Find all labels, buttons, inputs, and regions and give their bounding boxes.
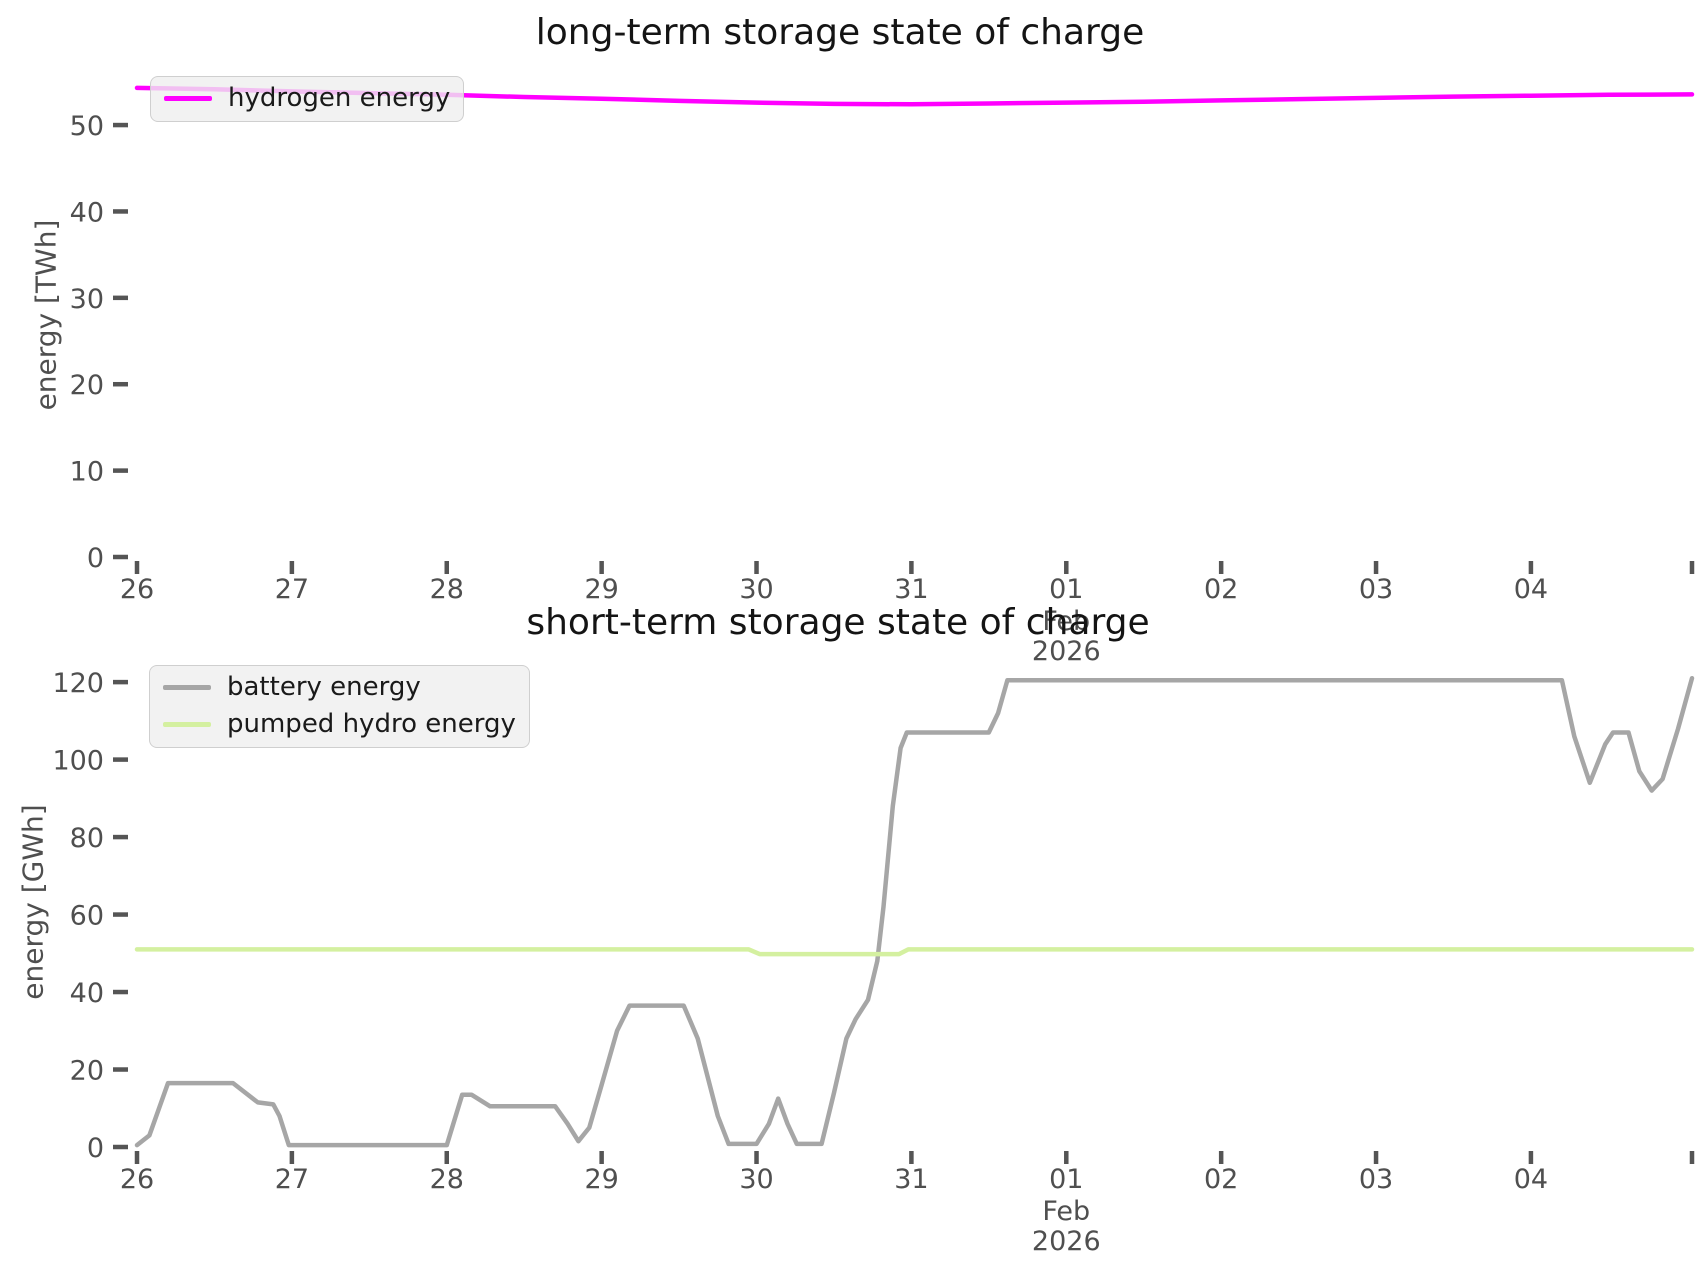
long-term-legend: hydrogen energy xyxy=(150,76,465,122)
short-term-legend: battery energy pumped hydro energy xyxy=(149,665,530,748)
x-tick-label: 02 xyxy=(1204,1164,1238,1195)
x-tick-label: 04 xyxy=(1514,574,1548,605)
y-tick-label: 80 xyxy=(70,823,104,854)
legend-entry-pumped-hydro-energy: pumped hydro energy xyxy=(163,708,516,740)
x-tick-label: 29 xyxy=(584,1164,618,1195)
battery-energy-line xyxy=(134,675,1695,1148)
short-term-storage-chart: 0 20 40 60 80 100 120 26 27 28 29 30 31 01 02 03 04 Feb20… xyxy=(52,668,1695,1257)
x-tick-label: 30 xyxy=(739,1164,773,1195)
legend-entry-battery-energy: battery energy xyxy=(163,672,516,703)
x-tick-label: 03 xyxy=(1359,574,1393,605)
x-tick-label: 26 xyxy=(120,574,154,605)
x-tick-label: 27 xyxy=(275,1164,309,1195)
y-tick-label: 40 xyxy=(70,978,104,1009)
y-tick-label: 40 xyxy=(70,197,104,228)
pumped-hydro-energy-swatch xyxy=(163,722,211,728)
month-label: Feb xyxy=(1042,606,1090,637)
x-tick-label: 31 xyxy=(894,1164,928,1195)
x-tick-label: 04 xyxy=(1514,1164,1548,1195)
y-tick-label: 10 xyxy=(70,457,104,488)
month-label: Feb xyxy=(1042,1196,1090,1227)
x-tick-label: 28 xyxy=(430,1164,464,1195)
pumped-hydro-energy-legend-label: pumped hydro energy xyxy=(227,708,516,739)
year-label: 2026 xyxy=(1032,636,1101,667)
battery-energy-swatch xyxy=(163,685,211,691)
x-tick-label: 28 xyxy=(430,574,464,605)
x-tick-label: 02 xyxy=(1204,574,1238,605)
y-tick-label: 50 xyxy=(70,111,104,142)
x-tick-label: 26 xyxy=(120,1164,154,1195)
year-label: 2026 xyxy=(1032,1226,1101,1257)
y-tick-label: 20 xyxy=(70,1056,104,1087)
legend-entry-hydrogen-energy: hydrogen energy xyxy=(164,83,451,114)
short-term-chart-title: short-term storage state of charge xyxy=(526,602,1150,643)
x-tick-label: 30 xyxy=(739,574,773,605)
x-tick-label: 31 xyxy=(894,574,928,605)
x-tick-label: 29 xyxy=(584,574,618,605)
y-tick-label: 100 xyxy=(52,746,104,777)
x-tick-label: 01 xyxy=(1049,574,1083,605)
short-term-y-axis-label: energy [GWh] xyxy=(16,804,50,1000)
x-tick-label: 27 xyxy=(275,574,309,605)
x-tick-label: 03 xyxy=(1359,1164,1393,1195)
y-tick-label: 60 xyxy=(70,901,104,932)
x-tick-label: 01 xyxy=(1049,1164,1083,1195)
hydrogen-energy-swatch xyxy=(164,96,212,102)
long-term-chart-title: long-term storage state of charge xyxy=(535,12,1145,53)
y-tick-label: 20 xyxy=(70,370,104,401)
y-tick-label: 0 xyxy=(87,543,104,574)
y-tick-label: 0 xyxy=(87,1133,104,1164)
y-tick-label: 30 xyxy=(70,284,104,315)
y-tick-label: 120 xyxy=(52,668,104,699)
long-term-y-axis-label: energy [TWh] xyxy=(29,219,63,411)
hydrogen-energy-legend-label: hydrogen energy xyxy=(228,83,451,113)
pumped-hydro-energy-line xyxy=(134,947,1695,957)
battery-energy-legend-label: battery energy xyxy=(227,672,421,702)
